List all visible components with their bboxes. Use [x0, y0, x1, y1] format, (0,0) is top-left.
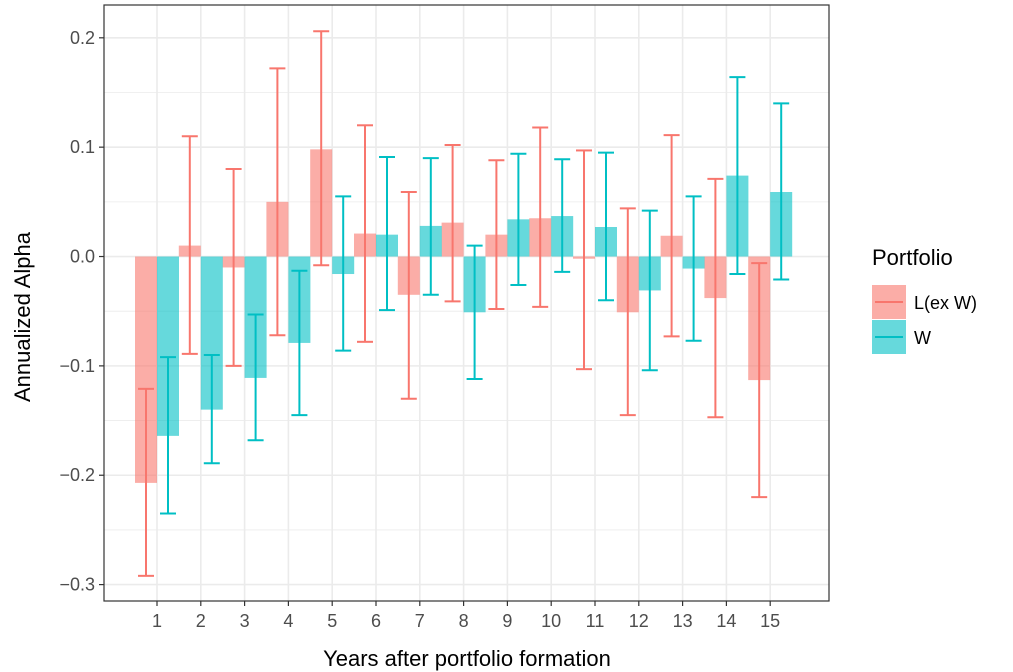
bar-w-2	[200, 256, 223, 410]
y-axis-title: Annualized Alpha	[10, 231, 35, 402]
y-tick-label: −0.3	[59, 575, 95, 595]
grid-layer	[104, 5, 829, 601]
panel-border	[103, 4, 830, 602]
x-tick-label: 13	[673, 611, 693, 631]
x-tick-label: 15	[760, 611, 780, 631]
x-tick-label: 14	[716, 611, 736, 631]
x-tick-label: 10	[541, 611, 561, 631]
x-tick-label: 1	[152, 611, 162, 631]
y-tick-label: −0.1	[59, 356, 95, 376]
x-axis-title: Years after portfolio formation	[323, 646, 611, 671]
axis-layer: −0.3−0.2−0.10.00.10.21 2 3 4 5 6 7 8 9 10 11 12 13 14…	[59, 28, 780, 631]
y-tick-label: 0.0	[70, 247, 95, 267]
y-tick-label: 0.1	[70, 137, 95, 157]
x-tick-label: 2	[196, 611, 206, 631]
bar-lexw-1	[135, 256, 157, 483]
y-tick-label: 0.2	[70, 28, 95, 48]
bar-w-1	[157, 256, 179, 436]
x-tick-label: 4	[283, 611, 293, 631]
errorbar-layer	[138, 30, 790, 577]
x-tick-label: 11	[586, 611, 605, 631]
x-tick-label: 8	[459, 611, 469, 631]
legend-items: L(ex W) W	[872, 285, 977, 354]
legend-label-lexw: L(ex W)	[914, 293, 977, 313]
x-tick-label: 6	[371, 611, 381, 631]
legend: Portfolio L(ex W) W	[872, 245, 977, 354]
x-tick-label: 12	[629, 611, 649, 631]
x-tick-label: 3	[240, 611, 250, 631]
legend-title: Portfolio	[872, 245, 953, 270]
x-tick-label: 9	[502, 611, 512, 631]
x-tick-label: 5	[327, 611, 337, 631]
x-tick-label: 7	[415, 611, 425, 631]
y-tick-label: −0.2	[59, 465, 95, 485]
legend-label-w: W	[914, 328, 931, 348]
